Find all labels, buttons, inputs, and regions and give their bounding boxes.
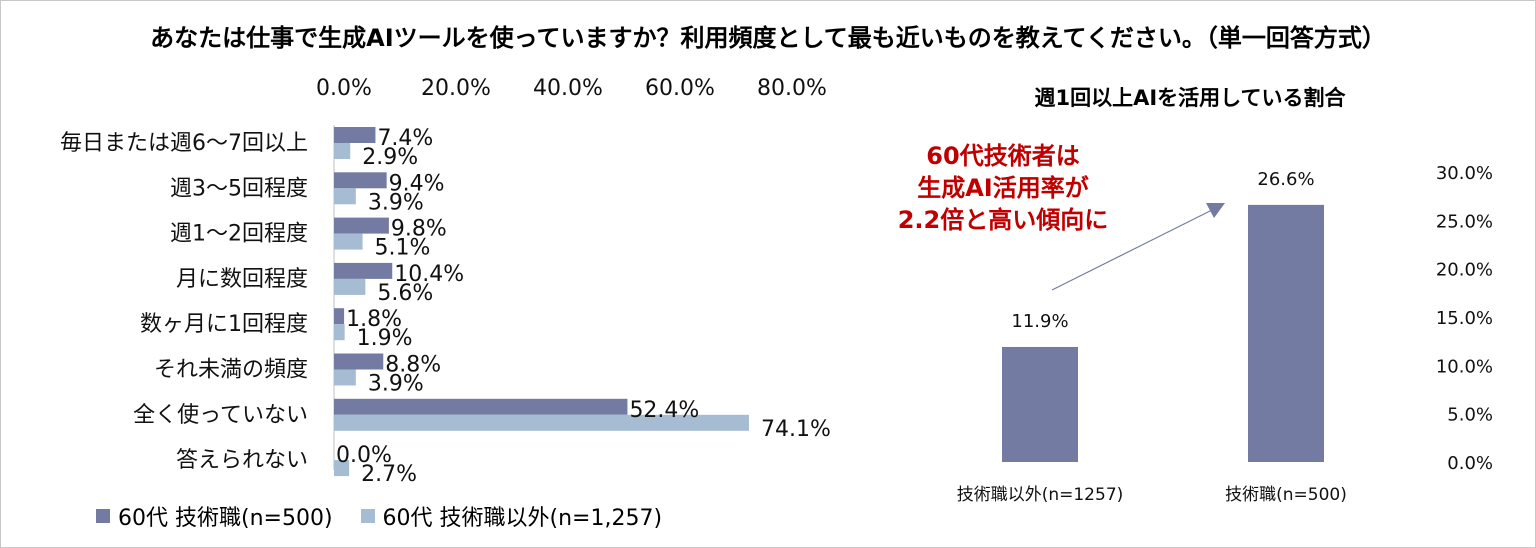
right-data-label: 26.6% <box>1257 169 1314 190</box>
data-label-series-b: 2.9% <box>362 145 418 170</box>
callout-arrow-head <box>1206 203 1225 218</box>
data-label-series-a: 9.8% <box>391 217 447 242</box>
bar-series-b <box>334 414 749 431</box>
bar-series-a <box>334 217 389 234</box>
right-chart-title: 週1回以上AIを活用している割合 <box>1034 86 1346 110</box>
callout-line-2: 生成AI活用率が <box>917 174 1089 202</box>
bar-series-b <box>334 233 363 250</box>
legend-label-series-a: 60代 技術職(n=500) <box>118 506 333 531</box>
category-label: 週3～5回程度 <box>170 176 308 201</box>
right-data-label: 11.9% <box>1011 311 1068 332</box>
data-label-series-a: 10.4% <box>394 262 464 287</box>
data-label-series-b: 1.9% <box>357 326 413 351</box>
right-category-label: 技術職以外(n=1257) <box>957 485 1124 505</box>
right-bar <box>1248 204 1324 462</box>
page-title: あなたは仕事で生成AIツールを使っていますか？利用頻度として最も近いものを教えて… <box>150 24 1386 52</box>
right-category-label: 技術職(n=500) <box>1225 485 1347 505</box>
callout-line-3: 2.2倍と高い傾向に <box>897 206 1109 234</box>
legend-item-series-a: 60代 技術職(n=500) <box>96 500 333 532</box>
data-label-series-a: 8.8% <box>385 353 441 378</box>
data-label-series-b: 5.6% <box>377 281 433 306</box>
data-label-series-b: 3.9% <box>368 190 424 215</box>
y-tick-label: 10.0% <box>1436 356 1493 377</box>
category-label: 答えられない <box>176 448 308 473</box>
y-tick-label: 5.0% <box>1447 405 1493 426</box>
bar-series-b <box>334 460 350 477</box>
data-label-series-b: 5.1% <box>375 236 431 261</box>
data-label-series-b: 74.1% <box>761 417 831 442</box>
data-label-series-b: 2.7% <box>361 462 417 487</box>
bar-series-a <box>334 398 628 415</box>
bar-series-a <box>334 308 345 325</box>
bar-series-b <box>334 369 356 386</box>
y-tick-label: 15.0% <box>1436 308 1493 329</box>
data-label-series-a: 1.8% <box>346 307 402 332</box>
bar-series-a <box>334 127 376 143</box>
data-label-series-a: 52.4% <box>629 398 699 423</box>
bar-series-b <box>334 143 351 159</box>
callout-text: 60代技術者は 生成AI活用率が 2.2倍と高い傾向に <box>853 140 1153 236</box>
callout-arrow-line <box>1051 209 1213 291</box>
y-tick-label: 0.0% <box>1447 453 1493 474</box>
x-tick-label: 40.0% <box>533 76 603 101</box>
category-label: それ未満の頻度 <box>154 358 308 383</box>
category-label: 全く使っていない <box>133 403 308 428</box>
category-label: 数ヶ月に1回程度 <box>140 312 308 337</box>
legend-swatch-series-a <box>96 509 110 523</box>
bar-series-a <box>334 353 384 370</box>
category-label: 月に数回程度 <box>176 267 308 292</box>
bar-series-b <box>334 188 356 205</box>
x-tick-label: 20.0% <box>421 76 491 101</box>
data-label-series-a: 7.4% <box>377 126 433 151</box>
data-label-series-a: 0.0% <box>336 443 392 468</box>
callout-line-1: 60代技術者は <box>926 142 1080 170</box>
y-tick-label: 25.0% <box>1436 211 1493 232</box>
bar-series-a <box>334 262 393 279</box>
category-label: 週1～2回程度 <box>170 222 308 247</box>
left-legend: 60代 技術職(n=500) 60代 技術職以外(n=1,257) <box>96 500 662 532</box>
bar-series-b <box>334 278 366 295</box>
legend-label-series-b: 60代 技術職以外(n=1,257) <box>382 506 663 531</box>
x-tick-label: 0.0% <box>316 76 372 101</box>
x-tick-label: 80.0% <box>757 76 827 101</box>
y-tick-label: 30.0% <box>1436 163 1493 184</box>
bar-series-b <box>334 324 345 341</box>
legend-swatch-series-b <box>360 509 375 523</box>
legend-item-series-b: 60代 技術職以外(n=1,257) <box>360 500 663 532</box>
data-label-series-a: 9.4% <box>389 171 445 196</box>
y-tick-label: 20.0% <box>1436 260 1493 281</box>
category-label: 毎日または週6～7回以上 <box>60 131 308 156</box>
data-label-series-b: 3.9% <box>368 372 424 397</box>
x-tick-label: 60.0% <box>645 76 715 101</box>
bar-series-a <box>334 172 387 189</box>
right-bar <box>1002 346 1078 462</box>
